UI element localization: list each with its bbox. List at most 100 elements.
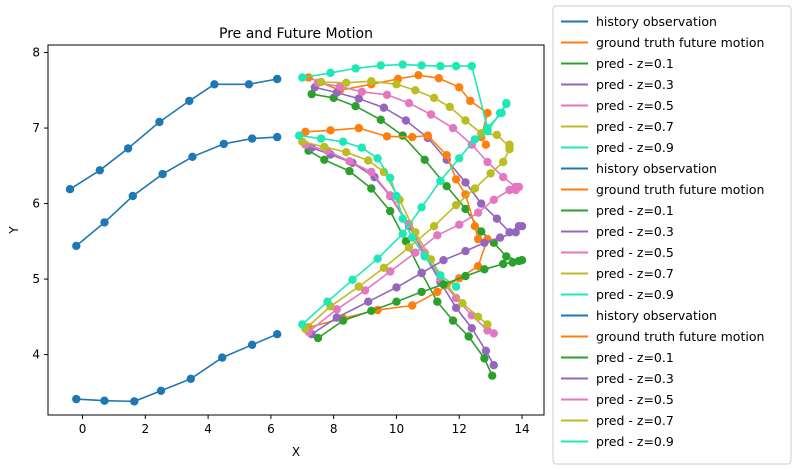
data-point: [451, 61, 461, 71]
legend-label: pred - z=0.3: [596, 371, 674, 386]
data-point: [461, 116, 470, 125]
series-20: [298, 99, 511, 329]
data-point: [158, 169, 167, 179]
data-point: [392, 191, 401, 201]
data-point: [451, 200, 461, 210]
y-tick-label: 4: [32, 348, 40, 362]
data-point: [426, 110, 436, 119]
legend-label: pred - z=0.7: [596, 119, 674, 134]
x-tick-label: 8: [330, 422, 338, 436]
data-point: [100, 396, 109, 405]
data-point: [492, 130, 502, 140]
data-point: [470, 135, 480, 144]
data-point: [156, 386, 166, 395]
legend-label: pred - z=0.9: [596, 287, 674, 302]
data-point: [473, 234, 483, 244]
data-point: [414, 71, 423, 80]
y-tick-label: 8: [32, 46, 40, 60]
series-19: [301, 145, 514, 334]
data-point: [379, 167, 389, 177]
data-point: [379, 103, 389, 112]
data-point: [451, 175, 461, 184]
data-point: [273, 330, 282, 339]
data-point: [364, 297, 373, 306]
data-point: [477, 199, 486, 208]
data-point: [481, 346, 491, 355]
data-point: [155, 117, 164, 127]
data-point: [408, 301, 417, 310]
data-point: [417, 203, 426, 212]
data-point: [451, 282, 461, 291]
legend-frame: [552, 5, 792, 465]
data-point: [461, 246, 470, 256]
legend-entry: pred - z=0.9: [561, 287, 674, 302]
series-12: [298, 137, 492, 329]
legend-entry: pred - z=0.3: [561, 77, 674, 92]
data-point: [351, 64, 360, 73]
data-point: [464, 332, 473, 341]
plot-area-frame: [47, 44, 545, 416]
data-point: [392, 297, 401, 306]
data-point: [442, 182, 451, 191]
data-point: [408, 233, 417, 242]
data-point: [320, 155, 329, 164]
data-point: [499, 157, 508, 167]
legend-label: history observation: [596, 161, 717, 176]
data-point: [123, 144, 133, 153]
data-point: [505, 185, 514, 195]
data-point: [458, 299, 467, 308]
legend-label: history observation: [596, 308, 717, 323]
x-axis-label: X: [292, 445, 300, 459]
data-point: [294, 131, 304, 140]
data-point: [473, 312, 483, 321]
data-point: [486, 169, 495, 178]
data-point: [326, 126, 335, 135]
data-point: [436, 271, 445, 280]
chart-title: Pre and Future Motion: [219, 26, 373, 42]
legend-label: pred - z=0.5: [596, 245, 674, 260]
series-line: [76, 333, 278, 403]
data-point: [342, 78, 351, 88]
data-point: [247, 134, 257, 143]
legend-entry: pred - z=0.9: [561, 434, 674, 449]
data-point: [420, 155, 429, 164]
data-point: [345, 157, 354, 166]
data-point: [65, 185, 75, 194]
legend-label: pred - z=0.3: [596, 224, 674, 239]
data-point: [323, 297, 332, 306]
legend-label: pred - z=0.1: [596, 56, 674, 71]
y-tick-label: 5: [32, 272, 40, 286]
x-tick-label: 4: [204, 422, 212, 436]
data-point: [354, 123, 363, 133]
data-point: [477, 129, 486, 138]
data-point: [481, 140, 491, 149]
legend-entry: history observation: [561, 308, 717, 323]
data-point: [461, 271, 470, 281]
data-point: [382, 132, 392, 141]
data-point: [360, 286, 370, 295]
data-point: [439, 256, 448, 265]
series-17: [307, 222, 527, 339]
data-point: [316, 134, 326, 143]
data-point: [398, 131, 407, 140]
data-point: [483, 108, 492, 118]
series-14: [72, 330, 282, 406]
x-tick-label: 14: [514, 422, 529, 436]
legend-entry: pred - z=0.1: [561, 56, 674, 71]
data-point: [489, 195, 498, 204]
data-point: [404, 243, 414, 252]
data-point: [186, 374, 195, 383]
legend-entry: pred - z=0.7: [561, 266, 674, 281]
series-5: [316, 77, 514, 152]
data-point: [436, 176, 445, 186]
legend-label: pred - z=0.9: [596, 140, 674, 155]
y-axis-label: Y: [7, 226, 21, 235]
data-point: [95, 166, 105, 175]
legend-entry: pred - z=0.9: [561, 140, 674, 155]
series-13: [294, 131, 461, 291]
data-point: [376, 115, 385, 125]
data-point: [480, 265, 489, 274]
data-point: [338, 316, 348, 325]
data-point: [392, 80, 401, 89]
data-point: [473, 262, 483, 271]
